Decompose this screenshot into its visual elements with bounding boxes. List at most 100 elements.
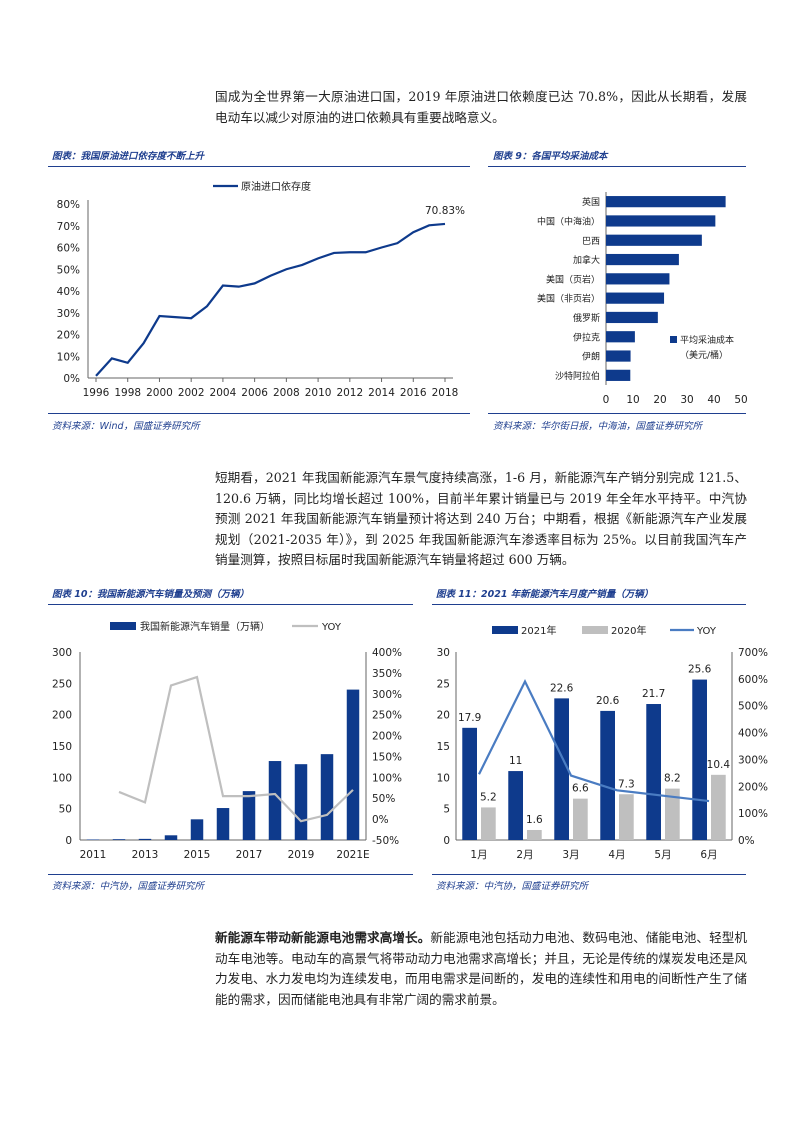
x-tick-label: 20 — [653, 394, 666, 406]
y-tick-label: 250 — [52, 678, 72, 690]
data-annotation: 70.83% — [425, 205, 465, 217]
y2-tick-label: 350% — [372, 668, 402, 680]
oil-dependence-line-chart: 0% 10% 20% 30% 40% 50% 60% 70% 80% 1996 1998 2000 20… — [57, 180, 465, 399]
data-label-2021: 20.6 — [596, 695, 620, 707]
bar — [606, 253, 679, 266]
y-tick-label: 40% — [57, 286, 80, 298]
fig2-top-rule — [488, 166, 746, 167]
yoy-line — [118, 675, 354, 823]
legend-label: 平均采油成本 — [680, 334, 734, 346]
bar-2020 — [573, 798, 588, 840]
x-tick-label: 2017 — [236, 849, 263, 861]
x-tick-label: 2000 — [146, 387, 173, 399]
category-label: 美国（非页岩） — [537, 293, 600, 305]
x-tick-label: 2021E — [336, 849, 369, 861]
category-label: 俄罗斯 — [573, 312, 600, 324]
x-tick-label: 2018 — [432, 387, 459, 399]
y2-tick-label: 300% — [372, 689, 402, 701]
bar-2021 — [462, 727, 477, 840]
y-tick-label: 100 — [52, 772, 72, 784]
legend-swatch-2020 — [582, 626, 608, 634]
bar — [606, 292, 665, 304]
x-tick-label: 6月 — [700, 849, 717, 861]
category-label: 沙特阿拉伯 — [555, 370, 600, 382]
y-tick-label: 20 — [437, 710, 450, 722]
bar — [190, 819, 204, 840]
fig4-caption: 图表 11：2021 年新能源汽车月度产销量（万辆） — [436, 589, 654, 600]
paragraph-nev-outlook: 短期看，2021 年我国新能源汽车景气度持续高涨，1-6 月，新能源汽车产销分别… — [215, 470, 747, 567]
bar — [268, 761, 282, 840]
x-tick-label: 1996 — [83, 387, 110, 399]
nev-sales-chart: 0 50 100 150 200 250 300 -50% 0% 50% 100% 150% 200% 2… — [52, 620, 402, 861]
y-tick-label: 0 — [443, 835, 450, 847]
nev-monthly-chart: 0510152025300%100%200%300%400%500%600%70… — [437, 624, 768, 861]
x-tick-label: 50 — [734, 394, 747, 406]
bar-2020 — [481, 807, 496, 840]
data-label-2020: 10.4 — [707, 759, 731, 771]
x-tick-label: 2004 — [210, 387, 237, 399]
fig3-source: 资料来源：中汽协，国盛证券研究所 — [52, 881, 205, 892]
bar — [112, 839, 126, 840]
category-label: 加拿大 — [573, 254, 600, 266]
bar — [138, 838, 152, 840]
bar — [86, 839, 100, 840]
category-label: 伊拉克 — [573, 331, 600, 343]
y-tick-label: 300 — [52, 647, 72, 659]
bar — [164, 835, 178, 840]
bar — [320, 754, 334, 840]
bar — [606, 311, 658, 324]
y2-tick-label: 200% — [372, 731, 402, 743]
y-tick-label: 30% — [57, 308, 80, 320]
bar-2020 — [619, 794, 634, 840]
x-tick-label: 1月 — [470, 849, 487, 861]
bar — [346, 689, 360, 840]
fig1-top-rule — [48, 166, 470, 167]
y-tick-label: 70% — [57, 221, 80, 233]
y-tick-label: 0 — [65, 835, 72, 847]
y2-tick-label: 600% — [738, 674, 768, 686]
fig2-source: 资料来源：华尔街日报，中海油，国盛证券研究所 — [493, 421, 703, 432]
bar — [606, 273, 670, 285]
data-label-2020: 8.2 — [664, 773, 681, 785]
x-tick-label: 2008 — [273, 387, 300, 399]
legend-label-2021: 2021年 — [521, 624, 556, 637]
x-tick-label: 0 — [603, 394, 610, 406]
data-label-2021: 11 — [509, 755, 522, 767]
bar-2020 — [711, 774, 726, 840]
legend-swatch-sales — [110, 622, 136, 630]
x-tick-label: 10 — [626, 394, 639, 406]
y-tick-label: 80% — [57, 199, 80, 211]
y2-tick-label: 300% — [738, 754, 768, 766]
x-tick-label: 2019 — [288, 849, 315, 861]
x-tick-label: 40 — [707, 394, 720, 406]
y-tick-label: 20% — [57, 330, 80, 342]
data-label-2020: 1.6 — [526, 814, 543, 826]
x-tick-label: 2010 — [305, 387, 332, 399]
bar — [606, 350, 631, 362]
fig3-caption: 图表 10：我国新能源汽车销量及预测（万辆） — [52, 589, 250, 600]
bar-2020 — [527, 829, 542, 840]
bar-2021 — [646, 704, 661, 840]
y-tick-label: 50 — [59, 804, 72, 816]
bar — [606, 369, 631, 381]
y-tick-label: 5 — [443, 804, 450, 816]
bar — [216, 808, 230, 840]
y2-tick-label: 700% — [738, 647, 768, 659]
y-tick-label: 30 — [437, 647, 450, 659]
legend-swatch — [670, 336, 677, 343]
x-tick-label: 2016 — [400, 387, 427, 399]
x-tick-label: 5月 — [654, 849, 671, 861]
x-tick-label: 1998 — [114, 387, 141, 399]
y2-tick-label: -50% — [372, 835, 399, 847]
paragraph-battery-body: 新能源电池包括动力电池、数码电池、储能电池、轻型机动车电池等。电动车的高景气将带… — [215, 930, 748, 1007]
x-tick-label: 2002 — [178, 387, 205, 399]
fig4-source: 资料来源：中汽协，国盛证券研究所 — [436, 881, 589, 892]
y2-tick-label: 50% — [372, 793, 395, 805]
x-tick-label: 2011 — [80, 849, 107, 861]
data-label-2021: 21.7 — [642, 688, 665, 700]
fig1-source: 资料来源：Wind，国盛证券研究所 — [52, 421, 200, 432]
y2-tick-label: 400% — [372, 647, 402, 659]
data-label-2020: 7.3 — [618, 778, 635, 790]
bar-2020 — [665, 788, 680, 840]
bar-2021 — [600, 710, 615, 840]
